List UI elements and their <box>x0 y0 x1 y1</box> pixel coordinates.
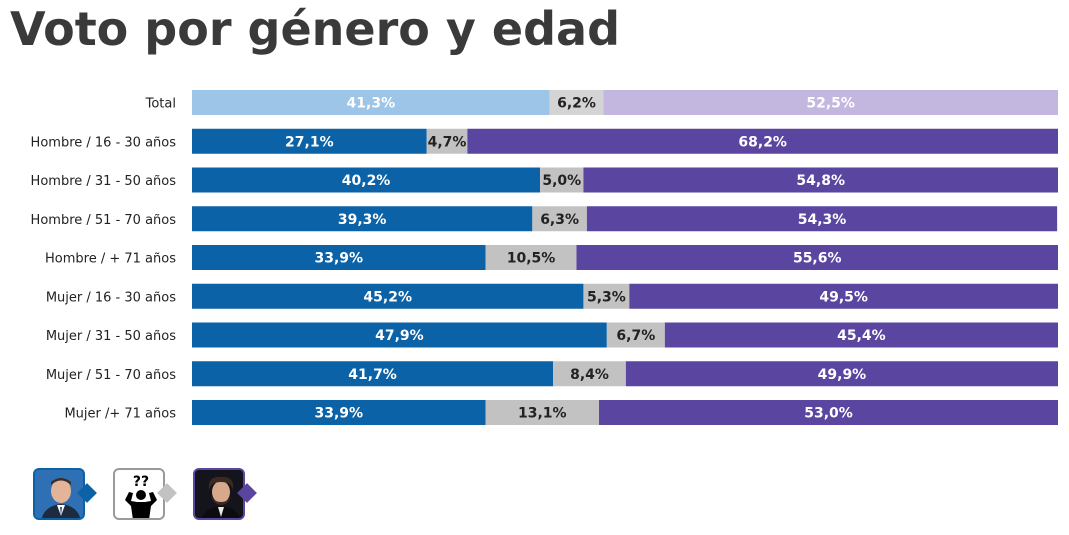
data-label: 6,3% <box>540 212 579 228</box>
data-label: 5,0% <box>542 173 581 189</box>
bar-segment <box>192 206 533 232</box>
bar-segment <box>192 90 550 115</box>
bar-segment <box>532 206 587 232</box>
data-label: 10,5% <box>507 251 556 267</box>
data-label: 53,0% <box>804 406 853 422</box>
bar-segment <box>583 167 1058 193</box>
data-label: 45,2% <box>363 289 412 305</box>
bar-segment <box>192 283 584 309</box>
category-label: Hombre / 16 - 30 años <box>31 135 177 150</box>
bar-segment <box>192 400 486 425</box>
data-label: 49,5% <box>819 289 868 305</box>
bar-segment <box>485 400 600 425</box>
category-label: Mujer / 16 - 30 años <box>46 290 176 305</box>
data-label: 47,9% <box>375 328 424 344</box>
data-label: 33,9% <box>314 251 363 267</box>
legend-item-gray: ?? <box>113 468 193 524</box>
data-label: 52,5% <box>806 96 855 112</box>
data-label: 41,7% <box>348 367 397 383</box>
data-label: 54,3% <box>798 212 847 228</box>
data-label: 54,8% <box>796 173 845 189</box>
bar-segment <box>192 167 541 193</box>
chart-title: Voto por género y edad <box>10 2 620 56</box>
bar-segment <box>485 245 577 270</box>
category-label: Hombre / + 71 años <box>45 252 176 267</box>
category-label: Hombre / 31 - 50 años <box>31 174 177 189</box>
data-label: 68,2% <box>738 134 787 150</box>
stacked-bar-chart: Total 41,3% 6,2% 52,5% Hombre / 16 - 30 años… <box>31 90 1058 425</box>
bar-segment <box>467 128 1058 154</box>
category-label: Total <box>145 97 176 112</box>
svg-text:??: ?? <box>133 474 149 490</box>
data-label: 55,6% <box>793 251 842 267</box>
data-label: 6,2% <box>557 96 596 112</box>
data-label: 4,7% <box>428 134 467 150</box>
bar-segment <box>625 361 1058 387</box>
data-label: 40,2% <box>342 173 391 189</box>
bar-segment <box>576 245 1058 270</box>
bar-segment <box>192 245 486 270</box>
data-label: 8,4% <box>570 367 609 383</box>
undecided-question-icon: ?? <box>113 468 165 520</box>
bar-segment <box>629 283 1058 309</box>
data-label: 5,3% <box>587 289 626 305</box>
bar-segment <box>586 206 1058 232</box>
bar-segment <box>192 361 554 387</box>
bar-segment <box>664 322 1058 348</box>
bar-segment <box>599 400 1058 425</box>
bar-segment <box>426 128 468 154</box>
data-label: 13,1% <box>518 406 567 422</box>
data-label: 33,9% <box>314 406 363 422</box>
data-label: 41,3% <box>347 96 396 112</box>
category-label: Mujer /+ 71 años <box>64 407 176 422</box>
bar-segment <box>549 90 604 115</box>
bar-segment <box>540 167 584 193</box>
data-label: 6,7% <box>616 328 655 344</box>
data-label: 49,9% <box>818 367 867 383</box>
bar-segment <box>603 90 1058 115</box>
data-label: 27,1% <box>285 134 334 150</box>
legend-item-blue <box>33 468 113 524</box>
bar-segment <box>553 361 626 387</box>
legend-item-purple <box>193 468 273 524</box>
bar-segment <box>192 322 607 348</box>
data-label: 39,3% <box>338 212 387 228</box>
bar-segment <box>606 322 665 348</box>
category-label: Hombre / 51 - 70 años <box>31 213 177 228</box>
bar-segment <box>192 128 427 154</box>
category-label: Mujer / 51 - 70 años <box>46 368 176 383</box>
category-label: Mujer / 31 - 50 años <box>46 329 176 344</box>
data-label: 45,4% <box>837 328 886 344</box>
bar-segment <box>583 283 630 309</box>
